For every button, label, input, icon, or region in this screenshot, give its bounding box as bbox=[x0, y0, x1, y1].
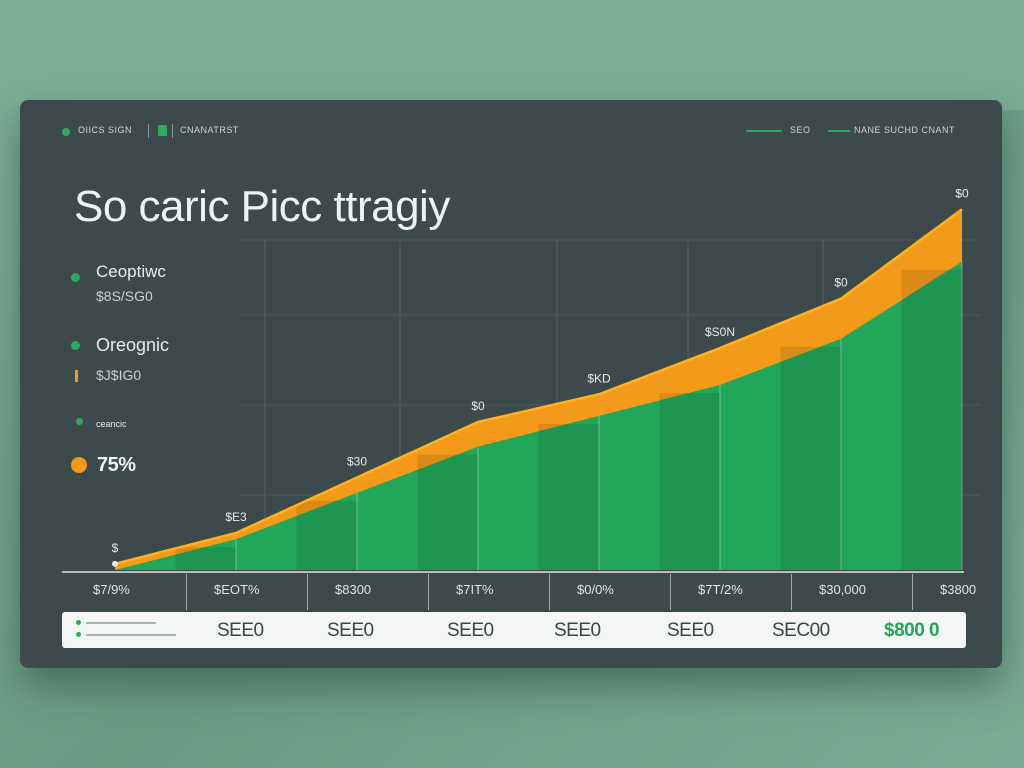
percent-value: 75% bbox=[97, 454, 136, 476]
header-left-label: OIICS SIGN bbox=[78, 125, 133, 135]
metric-label-2: Oreognic bbox=[96, 335, 170, 355]
mini-legend bbox=[76, 618, 186, 642]
chart-areas bbox=[62, 208, 964, 573]
metric-dot-icon bbox=[71, 341, 80, 350]
header-divider bbox=[172, 124, 173, 138]
status-dot-icon bbox=[62, 128, 70, 136]
legend-line-green bbox=[828, 130, 850, 132]
metric-value-2: $J$IG0 bbox=[96, 367, 142, 383]
x-tick-separator bbox=[790, 574, 792, 610]
legend-line bbox=[86, 634, 176, 636]
summary-cell: SEE0 bbox=[667, 620, 714, 641]
chart-data-labels: $ $E3 $30 $0 $KD $S0N $0 $0 bbox=[112, 186, 969, 555]
summary-cell-highlight: $800 0 bbox=[884, 620, 940, 641]
legend-dot-icon bbox=[76, 632, 81, 637]
legend-line bbox=[86, 622, 156, 624]
metric-label-3: ceancic bbox=[96, 419, 127, 429]
x-tick-separator bbox=[669, 574, 671, 610]
column-shade bbox=[296, 500, 357, 570]
series-area-green bbox=[115, 261, 962, 570]
series-line-orange bbox=[114, 208, 963, 566]
metric-dot-icon bbox=[71, 273, 80, 282]
column-shade bbox=[659, 393, 720, 570]
legend-line-green bbox=[746, 130, 782, 132]
summary-bar: SEE0 SEE0 SEE0 SEE0 SEE0 SEC00 $800 0 bbox=[62, 612, 966, 648]
data-label: $ bbox=[112, 541, 119, 555]
x-tick-label: $0/0% bbox=[577, 582, 614, 597]
metric-dot-icon bbox=[76, 418, 83, 425]
data-point-marker bbox=[112, 560, 118, 567]
summary-cell: SEE0 bbox=[447, 620, 494, 641]
data-label: $0 bbox=[471, 399, 485, 413]
x-tick-label: $30,000 bbox=[819, 582, 866, 597]
data-label: $E3 bbox=[225, 510, 247, 524]
x-tick-separator bbox=[306, 574, 308, 610]
summary-cell: SEC00 bbox=[772, 620, 830, 641]
area-chart: $ $E3 $30 $0 $KD $S0N $0 $0 bbox=[62, 186, 980, 573]
column-shade bbox=[538, 423, 599, 570]
x-tick-separator bbox=[548, 574, 550, 610]
summary-cell: SEE0 bbox=[327, 620, 374, 641]
percent-dot-icon bbox=[71, 457, 87, 473]
x-tick-separator bbox=[911, 574, 913, 610]
data-label: $S0N bbox=[705, 325, 735, 339]
header-right-label-2[interactable]: NANE SUCHD CNANT bbox=[854, 125, 956, 135]
data-label: $30 bbox=[347, 455, 367, 469]
column-shade bbox=[780, 346, 841, 570]
metric-value-1: $8S/SG0 bbox=[96, 288, 153, 304]
x-tick-separator bbox=[185, 574, 187, 610]
data-label: $KD bbox=[587, 371, 611, 385]
x-tick-label: $EOT% bbox=[214, 582, 260, 597]
x-tick-label: $8300 bbox=[335, 582, 372, 597]
page-title: So caric Picc ttragiy bbox=[74, 182, 450, 231]
x-tick-label: $7T/2% bbox=[698, 582, 743, 597]
data-label: $0 bbox=[955, 186, 969, 200]
header-right-label-1[interactable]: SEO bbox=[790, 125, 811, 135]
header-divider bbox=[148, 124, 149, 138]
column-shade bbox=[175, 547, 236, 570]
data-label: $0 bbox=[834, 276, 848, 290]
column-shade bbox=[417, 454, 478, 570]
summary-cell: SEE0 bbox=[554, 620, 601, 641]
summary-cell: SEE0 bbox=[217, 620, 264, 641]
column-shade bbox=[901, 269, 962, 570]
orange-marker-icon bbox=[75, 370, 78, 382]
top-bar: OIICS SIGN CNANATRST SEO NANE SUCHD CNAN… bbox=[20, 100, 1002, 160]
x-tick-separator bbox=[427, 574, 429, 610]
x-tick-label: $7IT% bbox=[456, 582, 494, 597]
dashboard-panel: OIICS SIGN CNANATRST SEO NANE SUCHD CNAN… bbox=[20, 100, 1002, 668]
x-tick-label: $7/9% bbox=[93, 582, 130, 597]
header-mid-label[interactable]: CNANATRST bbox=[180, 125, 239, 135]
x-tick-label: $3800 bbox=[940, 582, 977, 597]
square-icon bbox=[158, 125, 167, 136]
legend-dot-icon bbox=[76, 620, 81, 625]
metric-label-1: Ceoptiwc bbox=[96, 262, 166, 281]
